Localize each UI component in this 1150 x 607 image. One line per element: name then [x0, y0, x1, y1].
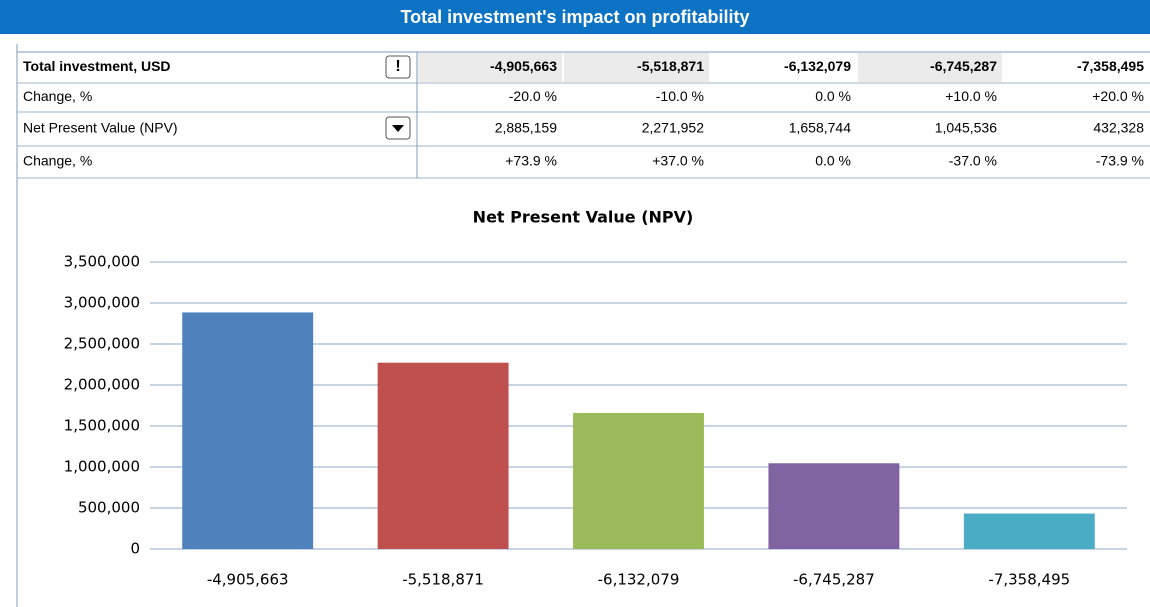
cell-value: -6,745,287 [930, 58, 997, 74]
x-tick-label: -6,745,287 [793, 571, 875, 589]
cell-value: 2,271,952 [642, 120, 704, 136]
cell-value: 1,658,744 [789, 120, 851, 136]
y-tick-label: 0 [130, 540, 140, 558]
x-tick-label: -5,518,871 [402, 571, 484, 589]
title-bar [0, 0, 1150, 34]
y-tick-label: 3,000,000 [64, 294, 140, 312]
cell-value: 0.0 % [815, 153, 851, 169]
x-tick-label: -4,905,663 [207, 571, 289, 589]
row-label: Net Present Value (NPV) [23, 120, 178, 136]
bar [377, 362, 509, 549]
y-tick-label: 500,000 [78, 499, 140, 517]
y-tick-label: 1,000,000 [64, 458, 140, 476]
cell-value: -20.0 % [509, 88, 557, 104]
row-label: Total investment, USD [23, 58, 171, 74]
cell-value: -4,905,663 [490, 58, 557, 74]
cell-value: 432,328 [1093, 120, 1144, 136]
row-label: Change, % [23, 88, 92, 104]
x-tick-label: -7,358,495 [988, 571, 1070, 589]
cell-bg [564, 53, 709, 82]
cell-value: 1,045,536 [935, 120, 997, 136]
bar [182, 312, 314, 549]
cell-value: -5,518,871 [637, 58, 704, 74]
cell-value: +37.0 % [652, 153, 704, 169]
cell-value: -37.0 % [949, 153, 997, 169]
bar [573, 412, 704, 549]
cell-value: 0.0 % [815, 88, 851, 104]
info-icon: ! [395, 58, 400, 75]
cell-value: -10.0 % [656, 88, 704, 104]
page-title: Total investment's impact on profitabili… [401, 7, 750, 27]
y-tick-label: 1,500,000 [64, 417, 140, 435]
bar [963, 513, 1095, 549]
cell-value: -7,358,495 [1077, 58, 1144, 74]
y-tick-label: 2,000,000 [64, 376, 140, 394]
cell-value: +20.0 % [1092, 88, 1144, 104]
y-tick-label: 2,500,000 [64, 335, 140, 353]
info-button[interactable] [385, 55, 411, 79]
dropdown-arrow [392, 125, 404, 132]
x-tick-label: -6,132,079 [598, 571, 680, 589]
cell-value: -6,132,079 [784, 58, 851, 74]
cell-bg [858, 53, 1002, 82]
cell-value: +10.0 % [945, 88, 997, 104]
cell-value: +73.9 % [505, 153, 557, 169]
row-label: Change, % [23, 153, 92, 169]
cell-bg [418, 53, 562, 82]
cell-value: 2,885,159 [495, 120, 557, 136]
bar [768, 463, 900, 549]
chart-title: Net Present Value (NPV) [473, 208, 694, 227]
y-tick-label: 3,500,000 [64, 253, 140, 271]
cell-value: -73.9 % [1096, 153, 1144, 169]
